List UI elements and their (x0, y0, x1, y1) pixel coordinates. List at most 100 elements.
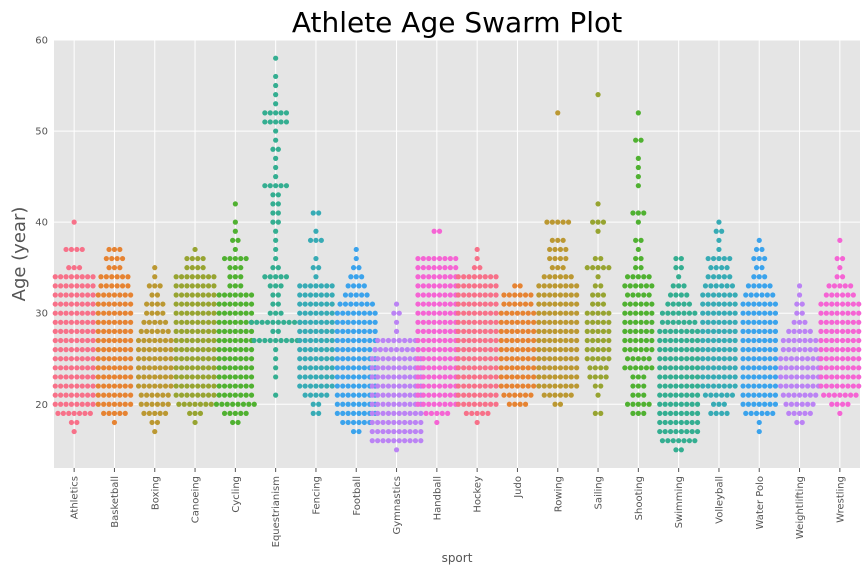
point-water-polo (762, 392, 768, 398)
point-handball (442, 365, 448, 371)
point-wrestling (839, 337, 846, 344)
point-handball (426, 274, 432, 280)
point-volleyball (716, 337, 722, 344)
point-rowing (549, 219, 555, 225)
point-judo (498, 347, 504, 353)
point-shooting (649, 310, 655, 316)
point-canoeing (178, 337, 185, 344)
point-rowing (552, 328, 558, 334)
point-basketball (122, 356, 128, 362)
point-athletics (68, 283, 75, 289)
point-handball (447, 337, 453, 344)
point-gymnastics (396, 337, 402, 344)
point-cycling (248, 356, 255, 362)
point-water-polo (740, 301, 746, 307)
point-basketball (95, 401, 101, 407)
point-hockey (471, 328, 478, 334)
point-canoeing (200, 337, 206, 344)
point-cycling (248, 310, 255, 316)
point-weightlifting (788, 374, 795, 380)
point-water-polo (767, 374, 773, 380)
point-athletics (79, 347, 85, 353)
point-basketball (128, 319, 134, 325)
x-tick-labels: Athletics Basketball Boxing Canoeing Cycling… (70, 468, 846, 547)
point-swimming (678, 255, 684, 262)
point-judo (514, 365, 521, 371)
point-equestrianism (262, 119, 268, 125)
point-boxing (149, 310, 155, 316)
point-handball (415, 383, 421, 389)
point-cycling (232, 356, 238, 362)
point-swimming (678, 410, 684, 416)
point-hockey (488, 292, 494, 298)
point-equestrianism (281, 319, 287, 325)
point-canoeing (205, 301, 212, 307)
point-fencing (318, 283, 324, 289)
point-hockey (474, 255, 480, 262)
point-volleyball (732, 292, 738, 298)
point-boxing (168, 356, 174, 362)
point-sailing (592, 410, 598, 416)
point-handball (426, 356, 432, 362)
point-football (334, 374, 340, 380)
point-water-polo (751, 310, 757, 316)
point-sailing (592, 365, 598, 371)
point-volleyball (710, 292, 717, 298)
point-boxing (162, 383, 169, 389)
point-volleyball (732, 365, 738, 371)
point-wrestling (842, 392, 848, 398)
point-volleyball (721, 347, 727, 353)
point-gymnastics (383, 347, 389, 353)
point-handball (426, 374, 432, 380)
point-canoeing (200, 319, 206, 325)
point-water-polo (745, 301, 752, 307)
point-athletics (63, 401, 69, 407)
point-wrestling (848, 283, 854, 289)
point-swimming (667, 401, 674, 407)
point-canoeing (173, 374, 179, 380)
point-fencing (313, 383, 319, 389)
point-fencing (307, 347, 314, 353)
point-athletics (63, 356, 69, 362)
point-rowing (557, 292, 564, 298)
point-fencing (302, 392, 308, 398)
point-gymnastics (407, 410, 413, 416)
point-basketball (103, 283, 109, 289)
point-canoeing (184, 292, 190, 298)
point-judo (525, 319, 531, 325)
point-water-polo (772, 328, 779, 334)
point-gymnastics (402, 438, 408, 444)
point-athletics (68, 292, 75, 298)
point-cycling (232, 310, 238, 316)
point-water-polo (767, 301, 773, 307)
point-football (334, 365, 340, 371)
point-gymnastics (402, 383, 408, 389)
point-rowing (557, 356, 564, 362)
point-canoeing (178, 356, 185, 362)
point-athletics (85, 374, 91, 380)
point-shooting (641, 292, 647, 298)
point-cycling (243, 347, 249, 353)
point-basketball (122, 410, 128, 416)
point-sailing (587, 365, 593, 371)
point-boxing (141, 319, 147, 325)
point-hockey (488, 392, 494, 398)
point-volleyball (721, 328, 727, 334)
point-swimming (657, 401, 663, 407)
point-fencing (307, 310, 314, 316)
point-shooting (627, 319, 633, 325)
point-canoeing (184, 347, 190, 353)
point-weightlifting (791, 337, 797, 344)
point-boxing (141, 337, 147, 344)
point-judo (498, 319, 504, 325)
point-rowing (541, 319, 547, 325)
point-gymnastics (391, 428, 397, 435)
point-judo (520, 356, 526, 362)
point-volleyball (705, 347, 711, 353)
point-football (359, 301, 365, 307)
point-fencing (329, 347, 335, 353)
point-canoeing (189, 274, 195, 280)
point-boxing (146, 365, 152, 371)
point-volleyball (727, 301, 733, 307)
point-football (353, 292, 359, 298)
